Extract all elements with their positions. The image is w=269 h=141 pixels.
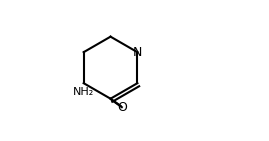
Text: O: O bbox=[117, 101, 127, 114]
Text: N: N bbox=[133, 46, 142, 59]
Text: NH₂: NH₂ bbox=[73, 87, 94, 97]
